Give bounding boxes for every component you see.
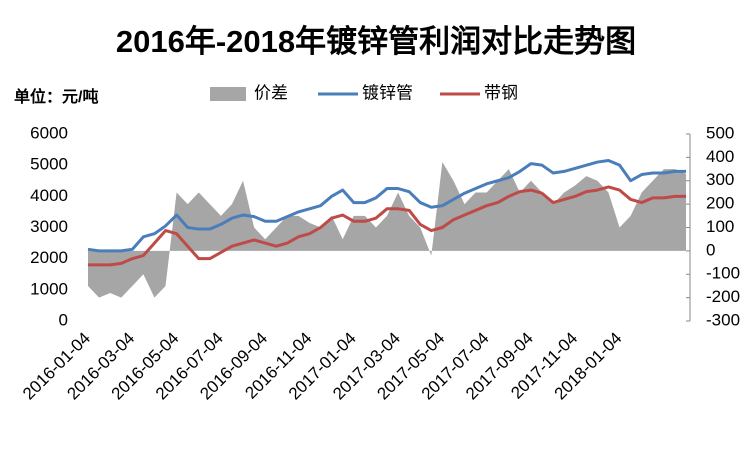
line (87, 158, 686, 253)
y-tick-label: 3000 (30, 217, 68, 236)
y2-tick-label: 400 (706, 147, 734, 166)
y2-tick-label: 200 (706, 194, 734, 213)
y2-tick-label: 0 (706, 240, 715, 259)
y-tick-label: 5000 (30, 155, 68, 174)
y2-tick-label: 300 (706, 170, 734, 189)
y2-tick-label: -200 (706, 287, 740, 306)
y-tick-label: 1000 (30, 279, 68, 298)
legend-label: 镀锌管 (362, 83, 413, 102)
y2-tick-label: -100 (706, 264, 740, 283)
y-tick-label: 4000 (30, 186, 68, 205)
y2-tick-label: 100 (706, 217, 734, 236)
legend-label: 带钢 (484, 83, 518, 102)
line (88, 185, 686, 267)
unit-label: 单位：元/吨 (14, 87, 98, 106)
area (88, 162, 686, 298)
y2-tick-label: 500 (706, 123, 734, 142)
y-tick-label: 2000 (30, 248, 68, 267)
legend-swatch (210, 87, 246, 101)
y-tick-label: 0 (59, 310, 68, 329)
legend-label: 价差 (254, 83, 288, 102)
y2-tick-label: -300 (706, 310, 740, 329)
y-tick-label: 6000 (30, 123, 68, 142)
chart-title: 2016年-2018年镀锌管利润对比走势图 (116, 24, 636, 59)
